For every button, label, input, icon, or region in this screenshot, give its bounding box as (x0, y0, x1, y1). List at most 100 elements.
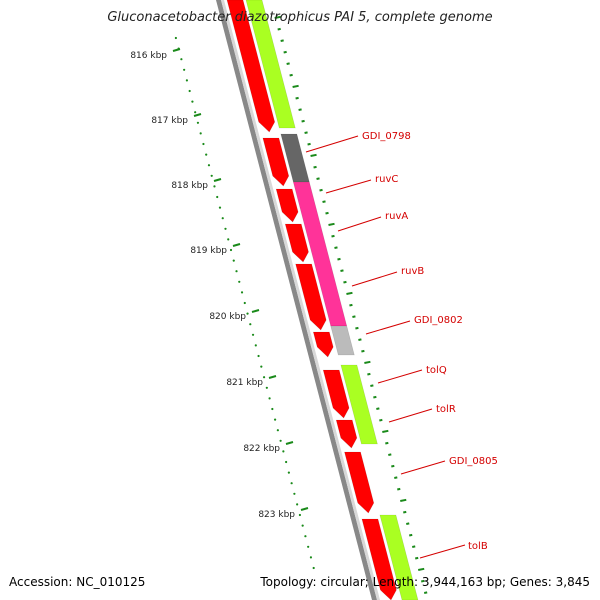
gene-GDI_0802 (330, 325, 355, 356)
backbone-line (216, 0, 377, 600)
ring-tick (337, 257, 341, 261)
ring-tick (289, 73, 293, 77)
kbp-tick (213, 178, 222, 182)
ring-tick (343, 280, 347, 284)
ring-tick (420, 579, 425, 583)
gene-label: ruvC (375, 174, 398, 185)
ruler-dot (188, 89, 191, 93)
kbp-tick (172, 48, 181, 52)
ring-tick (385, 441, 389, 445)
ruler-dot (273, 418, 277, 421)
gene-label: ruvA (385, 211, 408, 222)
ruler-dot (290, 482, 293, 485)
ring-tick (370, 384, 374, 387)
ring-tick (313, 165, 317, 169)
ring-tick (382, 429, 389, 433)
ring-tick (388, 453, 392, 456)
ring-tick (358, 338, 362, 341)
ring-tick (367, 372, 371, 376)
ring-tick (379, 418, 383, 422)
ruler-dot (213, 185, 216, 188)
ruler-dot (298, 513, 301, 517)
gene-label: GDI_0798 (362, 131, 411, 142)
ruler-dot (309, 556, 313, 559)
kbp-label: 816 kbp (130, 51, 167, 61)
ruler-dot (265, 386, 268, 389)
kbp-label: 820 kbp (209, 312, 246, 322)
reverse-gene (340, 364, 378, 445)
forward-gene (344, 451, 375, 514)
ring-tick (394, 476, 398, 479)
forward-gene (335, 419, 358, 449)
kbp-tick (268, 375, 277, 379)
ruler-dot (276, 429, 279, 432)
ruler-dot (243, 301, 246, 305)
gene-label-leader (400, 460, 446, 475)
ruler-dot (185, 79, 189, 82)
gene-label-leader (388, 408, 433, 423)
gene-label-leader (419, 544, 466, 559)
ring-tick (298, 108, 302, 111)
kbp-tick (232, 243, 241, 247)
ruler-dot (296, 503, 299, 506)
ring-tick (364, 360, 371, 364)
ruler-dot (301, 524, 304, 527)
gene-labels: GDI_0798 ruvC ruvA ruvB GDI_0802 tolQ tolR GDI_… (305, 131, 498, 559)
ring-tick (319, 188, 323, 192)
gene-label: tolR (436, 404, 456, 415)
gene-label: GDI_0802 (414, 315, 463, 326)
ruler-dot (216, 195, 219, 199)
ring-tick (322, 200, 326, 203)
ring-tick (391, 464, 395, 468)
kbp-label: 819 kbp (190, 246, 227, 256)
kbp-tick (193, 113, 202, 117)
ruler-dot (205, 153, 208, 156)
ruler-dot (221, 217, 224, 220)
gene-label: tolQ (426, 365, 447, 376)
gene-label-leader (305, 135, 359, 153)
ring-tick (283, 50, 287, 54)
ruler-dot (229, 248, 233, 252)
ring-tick (418, 567, 425, 571)
kbp-label: 823 kbp (258, 510, 295, 520)
ruler-dot (235, 270, 238, 273)
genome-summary-text: Topology: circular; Length: 3,944,163 bp… (260, 575, 590, 589)
ruler-dot (246, 312, 249, 315)
ring-tick (346, 291, 353, 295)
ring-tick (352, 315, 356, 318)
backbone-highlight (221, 0, 380, 600)
ruler-dot (287, 471, 290, 474)
ring-tick (307, 142, 311, 146)
kbp-tick (285, 441, 294, 445)
forward-gene (262, 137, 290, 187)
ruler-dot (183, 68, 186, 71)
ruler-dot (271, 407, 274, 411)
ruler-dot (304, 535, 307, 538)
ruler-dot (282, 450, 285, 453)
ruler-dot (191, 100, 194, 103)
gene-ticks (274, 15, 428, 594)
ring-tick (286, 62, 290, 65)
reverse-gene (379, 514, 419, 600)
ruler-dot (268, 397, 271, 400)
gene-label-leader (325, 179, 372, 194)
forward-gene (361, 518, 397, 600)
gene-track (226, 0, 419, 600)
ring-tick (292, 84, 299, 88)
kbp-label: 818 kbp (171, 181, 208, 191)
ring-tick (400, 498, 407, 502)
ruler-dot (238, 280, 241, 283)
forward-gene (312, 331, 334, 358)
kbp-tick (251, 309, 260, 313)
ring-tick (406, 522, 410, 525)
backbone-ring (216, 0, 380, 600)
forward-gene (322, 369, 350, 419)
ring-tick (331, 234, 335, 238)
ring-tick (415, 556, 419, 560)
ring-tick (328, 222, 335, 226)
gene-label-leader (377, 369, 423, 384)
kbp-label: 817 kbp (151, 116, 188, 126)
ruler-dot (224, 227, 227, 230)
accession-text: Accession: NC_010125 (9, 575, 146, 589)
gene-label-leader (365, 320, 411, 335)
